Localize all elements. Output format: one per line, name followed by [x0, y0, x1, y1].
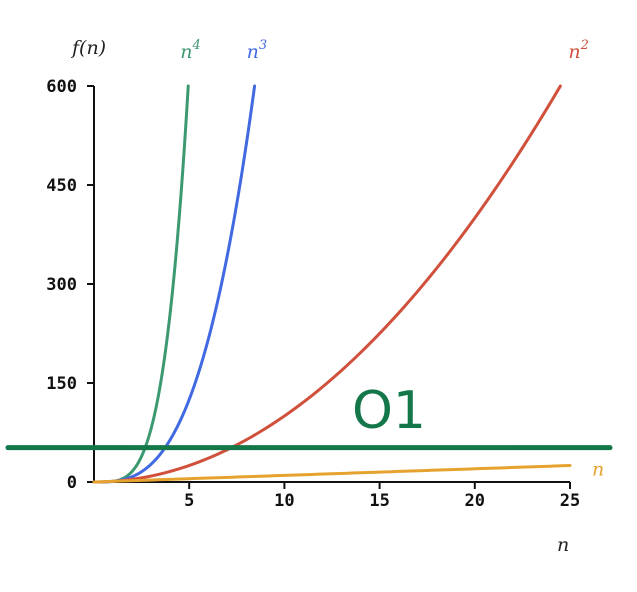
- x-tick-label: 20: [465, 491, 485, 511]
- series-line-n: [92, 464, 572, 484]
- o1-annotation: O1: [352, 381, 426, 441]
- series-label-n2: n2: [568, 38, 589, 63]
- y-tick-label: 450: [46, 176, 77, 196]
- y-tick-label: 0: [67, 473, 77, 493]
- axes: [93, 86, 570, 483]
- y-tick-label: 150: [46, 374, 77, 394]
- y-tick-label: 300: [46, 275, 77, 295]
- x-axis-label: n: [557, 534, 569, 556]
- x-tick-label: 15: [369, 491, 389, 511]
- x-tick-label: 25: [560, 491, 580, 511]
- x-tick-label: 5: [184, 491, 194, 511]
- series-line-n4: [92, 84, 190, 484]
- series-label-n4: n4: [180, 38, 201, 63]
- series-lines: [92, 84, 572, 484]
- series-label-n: n: [592, 459, 604, 481]
- series-label-n3: n3: [247, 38, 268, 63]
- series-line-n2: [92, 84, 562, 484]
- tick-labels: 5 10 15 20 25 0 150 300 450 600: [46, 77, 580, 511]
- y-axis-label: f(n): [70, 37, 106, 59]
- series-labels: n4 n3 n2 n: [180, 38, 604, 481]
- tick-marks: [87, 85, 571, 489]
- x-tick-label: 10: [274, 491, 294, 511]
- y-tick-label: 600: [46, 77, 77, 97]
